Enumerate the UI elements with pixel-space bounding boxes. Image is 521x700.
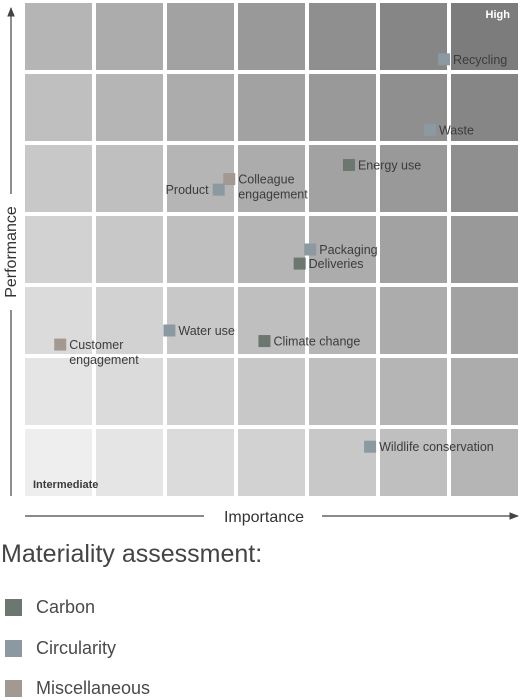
point-packaging: Packaging [304, 243, 378, 257]
grid-tile [96, 3, 163, 70]
point-energy-use: Energy use [342, 158, 421, 172]
grid-tile [380, 287, 447, 354]
grid-tile [309, 429, 376, 496]
grid-tile [167, 429, 234, 496]
grid-tile [309, 287, 376, 354]
grid-tile [451, 145, 518, 212]
point-marker [304, 243, 317, 256]
grid-tile [309, 74, 376, 141]
point-label: Packaging [319, 243, 377, 257]
high-corner-label: High [486, 9, 511, 21]
grid-tile [25, 358, 92, 425]
legend-swatch-circularity [5, 639, 22, 657]
point-waste: Waste [423, 123, 474, 137]
grid-tile [25, 74, 92, 141]
grid-tile [380, 74, 447, 141]
grid-tile [96, 216, 163, 283]
point-label: Water use [178, 324, 235, 338]
grid-tile [238, 216, 305, 283]
grid-tile [25, 429, 92, 496]
grid-tile [451, 287, 518, 354]
intermediate-corner-label: Intermediate [33, 479, 98, 491]
grid-tile [380, 145, 447, 212]
point-product: Product [166, 183, 225, 197]
grid-tile [451, 74, 518, 141]
point-deliveries: Deliveries [293, 257, 364, 271]
grid-tile [309, 3, 376, 70]
grid-tile [451, 3, 518, 70]
grid-tile [309, 145, 376, 212]
grid-tile [451, 358, 518, 425]
grid-tile [25, 3, 92, 70]
chart-title: Materiality assessment: [1, 540, 263, 568]
grid-tile [96, 358, 163, 425]
legend-item-carbon: Carbon [5, 596, 95, 618]
grid-tile [380, 358, 447, 425]
point-label: Product [166, 183, 210, 197]
grid-tile [96, 429, 163, 496]
grid-tile [167, 145, 234, 212]
legend-label-carbon: Carbon [36, 596, 96, 617]
legend-swatch-carbon [5, 598, 22, 616]
legend-item-circularity: Circularity [5, 637, 116, 659]
point-marker [54, 338, 67, 351]
grid-tile [167, 3, 234, 70]
point-marker [163, 324, 176, 337]
grid-tile [238, 3, 305, 70]
legend-swatch-miscellaneous [5, 679, 22, 697]
point-marker [293, 257, 306, 270]
grid-tile [380, 3, 447, 70]
legend-label-miscellaneous: Miscellaneous [36, 677, 151, 698]
data-points: Recycling Waste Energy use Colleague engagem… [54, 53, 507, 454]
grid-tile [96, 74, 163, 141]
grid-tile [238, 74, 305, 141]
grid-tile [167, 287, 234, 354]
point-marker [423, 123, 436, 136]
point-label: Recycling [453, 53, 507, 67]
y-axis-label: Performance [3, 206, 20, 298]
point-label: Wildlife conservation [379, 440, 494, 454]
legend-item-miscellaneous: Miscellaneous [5, 677, 150, 699]
point-recycling: Recycling [438, 53, 507, 67]
grid-tile [380, 216, 447, 283]
point-marker [258, 335, 271, 348]
grid-tile [96, 287, 163, 354]
grid-tile [25, 216, 92, 283]
point-marker [223, 173, 236, 186]
point-marker [342, 158, 355, 171]
grid-tile [451, 216, 518, 283]
point-label: Climate change [273, 335, 360, 349]
point-customer-engagement: Customer engagement [54, 338, 139, 367]
point-marker [212, 183, 225, 196]
point-label: Colleague engagement [238, 173, 308, 202]
grid-tile [25, 145, 92, 212]
point-label: Customer engagement [69, 338, 139, 367]
point-colleague-engagement: Colleague engagement [223, 173, 308, 202]
point-marker [364, 440, 377, 453]
grid-tile [238, 287, 305, 354]
point-marker [438, 53, 451, 66]
grid-tile [451, 429, 518, 496]
point-climate-change: Climate change [258, 335, 360, 349]
grid-tile [238, 429, 305, 496]
grid-tile [380, 429, 447, 496]
point-water-use: Water use [163, 324, 235, 338]
grid-tile [309, 358, 376, 425]
grid-tile [167, 358, 234, 425]
point-label: Deliveries [309, 257, 364, 271]
grid-tile [309, 216, 376, 283]
grid-tile [167, 216, 234, 283]
legend-label-circularity: Circularity [36, 637, 117, 658]
grid-tile [238, 145, 305, 212]
grid-tile [238, 358, 305, 425]
point-wildlife-conservation: Wildlife conservation [364, 440, 494, 454]
x-axis-label: Importance [224, 509, 304, 526]
point-label: Waste [439, 123, 474, 137]
grid-tile [96, 145, 163, 212]
point-label: Energy use [358, 158, 421, 172]
grid-tile [167, 74, 234, 141]
matrix-grid [25, 3, 518, 496]
